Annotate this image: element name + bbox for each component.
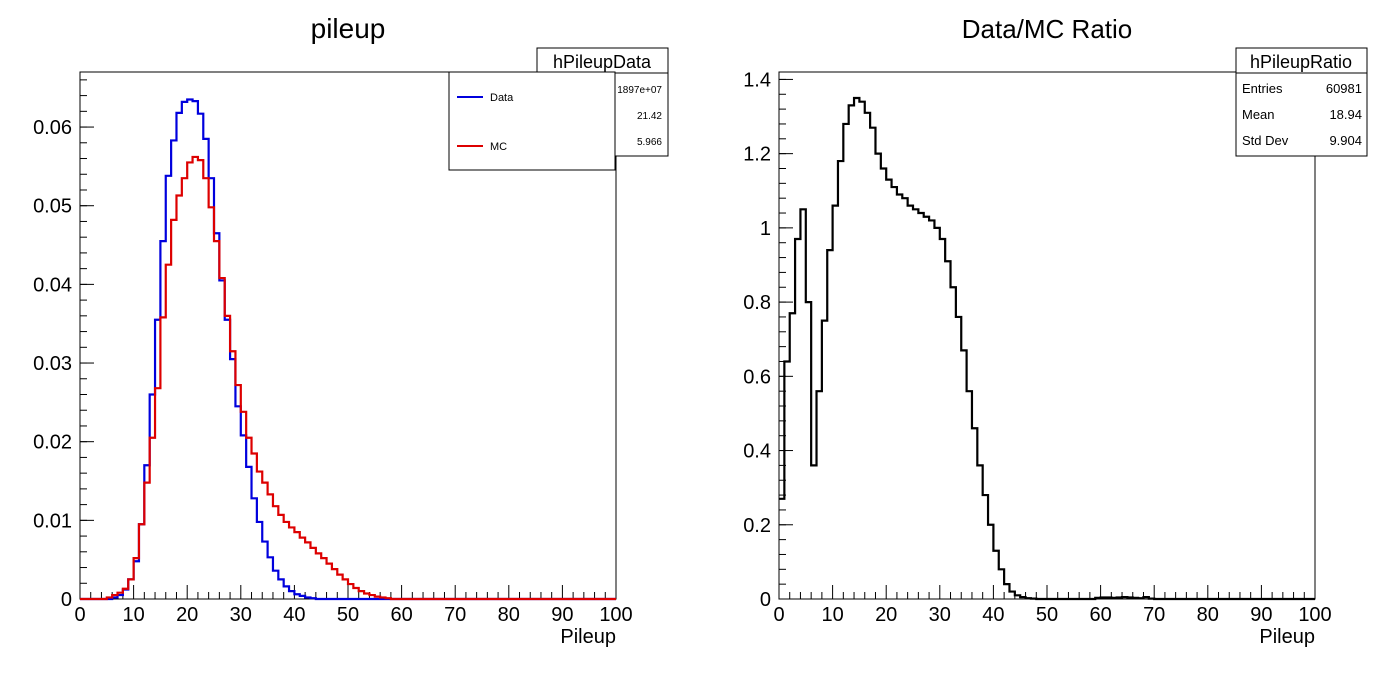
stats-label-mean: Mean (1242, 107, 1275, 122)
y-tick-label: 0.06 (33, 117, 72, 139)
stats-box-name: hPileupData (553, 52, 652, 72)
y-tick-label: 0 (61, 589, 72, 611)
chart-title: pileup (311, 13, 386, 44)
legend-frame (448, 71, 616, 171)
x-tick-label: 80 (1197, 604, 1219, 626)
x-tick-label: 90 (1250, 604, 1272, 626)
stats-value-entries: 60981 (1326, 81, 1362, 96)
y-tick-label: 0.04 (33, 274, 72, 296)
stats-box: hPileupRatio Entries 60981 Mean 18.94 St… (1235, 47, 1368, 157)
stats-box-name: hPileupRatio (1250, 52, 1352, 72)
histogram-line-ratio (779, 96, 1315, 601)
x-tick-label: 20 (875, 604, 897, 626)
x-tick-label: 50 (337, 604, 359, 626)
stats-box-frame (1235, 47, 1368, 157)
plot-frame (778, 71, 1316, 600)
x-axis-label: Pileup (1259, 626, 1315, 648)
y-tick-label: 1.2 (743, 144, 771, 166)
y-tick-label: 0.6 (743, 366, 771, 388)
x-tick-label: 50 (1036, 604, 1058, 626)
stats-value: 5.966 (637, 137, 662, 148)
legend-label-mc: MC (490, 141, 507, 153)
y-tick-label: 0.8 (743, 292, 771, 314)
stats-value-stddev: 9.904 (1329, 133, 1362, 148)
pileup-panel: pileup 0 10 20 30 40 50 60 70 80 90 100 0 0.01 0.02 0.… (33, 13, 669, 648)
x-tick-label: 0 (74, 604, 85, 626)
y-tick-label: 0.4 (743, 441, 771, 463)
x-axis-label: Pileup (560, 626, 616, 648)
y-tick-label: 0.01 (33, 510, 72, 532)
stats-value-mean: 18.94 (1329, 107, 1362, 122)
y-tick-label: 1.4 (743, 69, 771, 91)
axis-ticks: 0 10 20 30 40 50 60 70 80 90 100 0 0.01 0.02 0.03 0.04 0… (33, 79, 633, 626)
y-tick-label: 1 (760, 218, 771, 240)
x-tick-label: 30 (929, 604, 951, 626)
ratio-panel: Data/MC Ratio 0 10 20 30 40 50 60 70 80 90 100 0 0.2… (743, 14, 1368, 648)
x-tick-label: 0 (773, 604, 784, 626)
x-tick-label: 10 (122, 604, 144, 626)
legend: Data MC (448, 71, 616, 171)
x-tick-label: 60 (390, 604, 412, 626)
y-tick-label: 0.02 (33, 432, 72, 454)
stats-value: 1897e+07 (617, 85, 662, 96)
y-tick-label: 0.2 (743, 515, 771, 537)
x-tick-label: 20 (176, 604, 198, 626)
x-tick-label: 90 (551, 604, 573, 626)
x-tick-label: 80 (498, 604, 520, 626)
x-tick-label: 60 (1089, 604, 1111, 626)
chart-title: Data/MC Ratio (962, 14, 1133, 44)
y-tick-label: 0.03 (33, 353, 72, 375)
histogram-line-mc (80, 155, 616, 601)
y-tick-label: 0 (760, 589, 771, 611)
x-tick-label: 70 (1143, 604, 1165, 626)
stats-label-entries: Entries (1242, 81, 1283, 96)
stats-value: 21.42 (637, 111, 662, 122)
stats-label-stddev: Std Dev (1242, 133, 1289, 148)
x-tick-label: 10 (821, 604, 843, 626)
histogram-series (80, 98, 616, 601)
x-tick-label: 40 (982, 604, 1004, 626)
x-tick-label: 100 (1298, 604, 1331, 626)
x-tick-label: 40 (283, 604, 305, 626)
histogram-series (779, 96, 1315, 601)
x-tick-label: 70 (444, 604, 466, 626)
x-tick-label: 30 (230, 604, 252, 626)
x-tick-label: 100 (599, 604, 632, 626)
y-tick-label: 0.05 (33, 196, 72, 218)
legend-label-data: Data (490, 92, 514, 104)
